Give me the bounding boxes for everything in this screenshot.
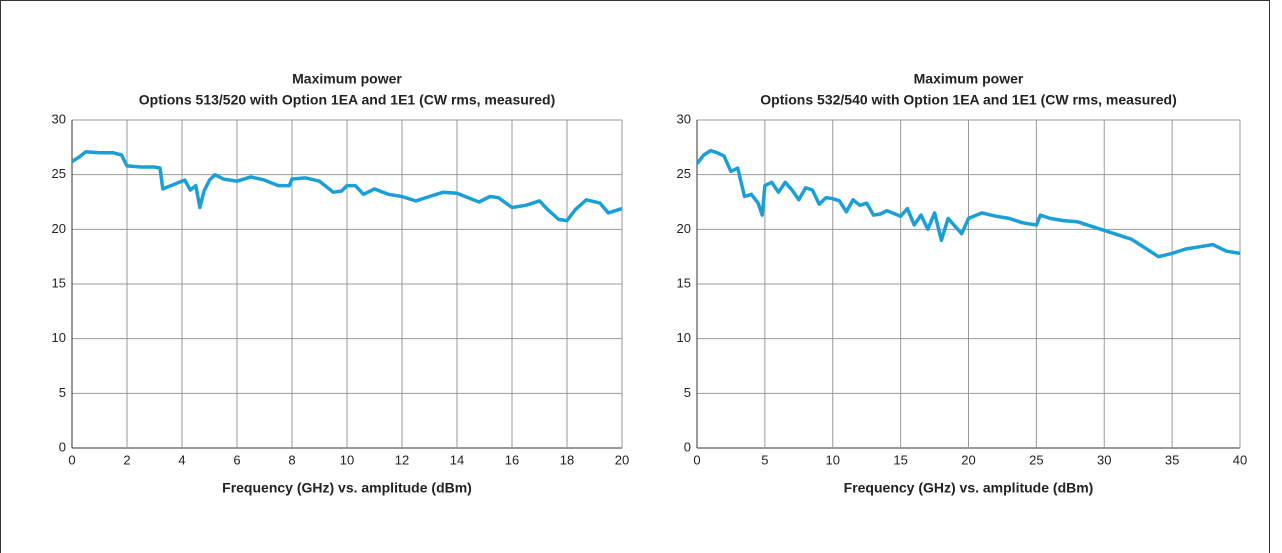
y-tick-label: 30 <box>52 111 66 126</box>
x-tick-label: 0 <box>693 452 700 467</box>
y-tick-label: 10 <box>677 330 691 345</box>
y-tick-label: 15 <box>677 275 691 290</box>
x-tick-label: 0 <box>68 452 75 467</box>
x-tick-label: 25 <box>1029 452 1043 467</box>
x-tick-label: 2 <box>123 452 130 467</box>
x-tick-label: 18 <box>560 452 574 467</box>
x-tick-label: 12 <box>395 452 409 467</box>
x-axis-label: Frequency (GHz) vs. amplitude (dBm) <box>844 480 1094 496</box>
x-tick-label: 5 <box>761 452 768 467</box>
chart-title: Maximum power <box>292 71 402 87</box>
x-tick-label: 20 <box>615 452 629 467</box>
y-tick-label: 20 <box>677 221 691 236</box>
y-tick-label: 25 <box>52 166 66 181</box>
y-tick-label: 5 <box>684 385 691 400</box>
y-tick-label: 20 <box>52 221 66 236</box>
x-tick-label: 4 <box>178 452 185 467</box>
data-line <box>695 148 1241 259</box>
x-tick-label: 35 <box>1165 452 1179 467</box>
x-tick-label: 40 <box>1233 452 1247 467</box>
x-tick-label: 30 <box>1097 452 1111 467</box>
chart-title: Maximum power <box>914 71 1024 87</box>
x-tick-label: 10 <box>340 452 354 467</box>
x-tick-label: 8 <box>288 452 295 467</box>
x-tick-label: 15 <box>893 452 907 467</box>
y-tick-label: 15 <box>52 275 66 290</box>
x-tick-label: 14 <box>450 452 464 467</box>
y-tick-label: 25 <box>677 166 691 181</box>
y-tick-label: 5 <box>59 385 66 400</box>
x-tick-label: 16 <box>505 452 519 467</box>
y-tick-label: 10 <box>52 330 66 345</box>
y-tick-label: 0 <box>59 439 66 454</box>
x-tick-label: 6 <box>233 452 240 467</box>
data-line <box>71 149 623 223</box>
x-axis-label: Frequency (GHz) vs. amplitude (dBm) <box>222 480 472 496</box>
y-tick-label: 30 <box>677 111 691 126</box>
x-tick-label: 20 <box>961 452 975 467</box>
y-tick-label: 0 <box>684 439 691 454</box>
chart-subtitle: Options 513/520 with Option 1EA and 1E1 … <box>139 92 555 108</box>
chart-subtitle: Options 532/540 with Option 1EA and 1E1 … <box>760 92 1176 108</box>
x-tick-label: 10 <box>826 452 840 467</box>
